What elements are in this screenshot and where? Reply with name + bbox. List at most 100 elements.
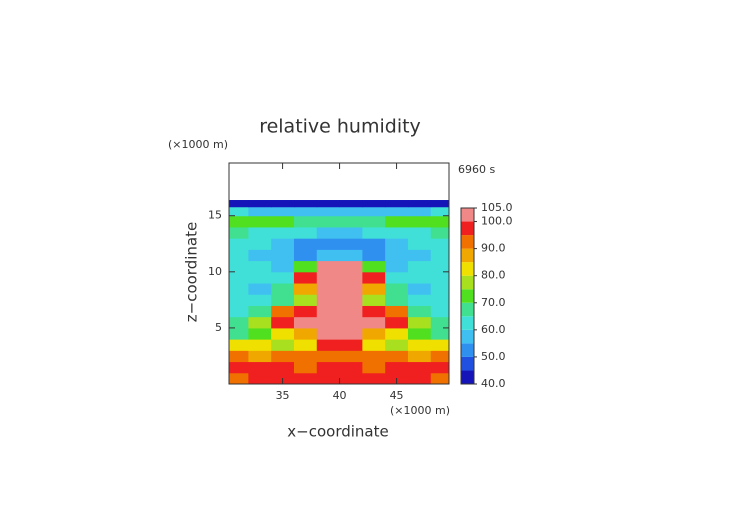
contour-cell <box>316 226 341 239</box>
contour-cell <box>407 200 432 208</box>
contour-cell <box>229 305 249 318</box>
contour-cell <box>362 294 386 306</box>
contour-cell <box>407 372 432 384</box>
x-tick-label: 45 <box>390 389 404 402</box>
contour-cell <box>430 350 449 363</box>
contour-cell <box>430 215 449 228</box>
contour-cell <box>430 249 449 262</box>
contour-cell <box>248 327 272 340</box>
contour-cell <box>248 361 272 374</box>
contour-cell <box>229 283 249 295</box>
contour-cell <box>229 316 249 329</box>
x-label: x−coordinate <box>287 423 388 441</box>
contour-cell <box>293 339 318 351</box>
contour-cell <box>339 316 363 329</box>
contour-cell <box>385 327 409 340</box>
contour-cell <box>293 361 318 374</box>
contour-cell <box>271 339 295 351</box>
contour-cell <box>407 260 432 273</box>
contour-cell <box>407 316 432 329</box>
contour-cell <box>293 206 318 217</box>
y-tick-label: 15 <box>208 209 222 222</box>
contour-cell <box>407 350 432 363</box>
contour-cell <box>271 283 295 295</box>
contour-cell <box>248 260 272 273</box>
contour-cell <box>430 305 449 318</box>
contour-cell <box>430 226 449 239</box>
colorbar-swatch <box>461 235 474 249</box>
contour-cell <box>385 283 409 295</box>
contour-cell <box>362 226 386 239</box>
contour-cell <box>362 372 386 384</box>
contour-cell <box>248 283 272 295</box>
contour-cell <box>339 294 363 306</box>
contour-cell <box>362 361 386 374</box>
contour-cell <box>339 206 363 217</box>
colorbar-swatch <box>461 208 474 222</box>
contour-cell <box>293 200 318 208</box>
contour-cell <box>339 260 363 273</box>
contour-cell <box>248 372 272 384</box>
contour-cell <box>385 350 409 363</box>
colorbar-tick-label: 50.0 <box>481 350 506 363</box>
contour-cell <box>362 305 386 318</box>
contour-cell <box>407 339 432 351</box>
contour-cell <box>293 327 318 340</box>
contour-cell <box>316 316 341 329</box>
contour-cell <box>271 294 295 306</box>
contour-cell <box>385 200 409 208</box>
contour-cell <box>385 361 409 374</box>
contour-cell <box>316 350 341 363</box>
contour-cell <box>229 271 249 284</box>
contour-cell <box>271 215 295 228</box>
contour-cell <box>248 215 272 228</box>
contour-cell <box>339 200 363 208</box>
contour-cell <box>362 206 386 217</box>
colorbar-swatch <box>461 329 474 344</box>
contour-cell <box>430 294 449 306</box>
contour-cell <box>271 260 295 273</box>
colorbar-swatch <box>461 262 474 276</box>
contour-cell <box>430 200 449 208</box>
contour-cell <box>385 305 409 318</box>
contour-cell <box>430 339 449 351</box>
x-tick-label: 40 <box>333 389 347 402</box>
contour-cell <box>271 206 295 217</box>
contour-cell <box>430 283 449 295</box>
contour-cell <box>229 361 249 374</box>
contour-cell <box>385 271 409 284</box>
contour-cell <box>316 339 341 351</box>
contour-cell <box>271 249 295 262</box>
contour-cell <box>385 206 409 217</box>
colorbar-tick-label: 70.0 <box>481 296 506 309</box>
x-tick-label: 35 <box>276 389 290 402</box>
contour-cell <box>339 238 363 250</box>
contour-cell <box>430 361 449 374</box>
contour-cell <box>316 294 341 306</box>
contour-cell <box>407 206 432 217</box>
contour-cell <box>407 226 432 239</box>
contour-cell <box>407 249 432 262</box>
contour-cell <box>293 372 318 384</box>
contour-cell <box>293 260 318 273</box>
contour-cell <box>271 200 295 208</box>
contour-cell <box>271 238 295 250</box>
contour-cell <box>362 283 386 295</box>
contour-cell <box>316 206 341 217</box>
contour-cell <box>339 283 363 295</box>
contour-cell <box>293 271 318 284</box>
contour-cell <box>271 350 295 363</box>
contour-cell <box>430 327 449 340</box>
contour-cell <box>339 271 363 284</box>
contour-cell <box>293 294 318 306</box>
colorbar-swatch <box>461 302 474 317</box>
contour-cell <box>385 294 409 306</box>
contour-cell <box>385 339 409 351</box>
contour-cell <box>316 271 341 284</box>
contour-cell <box>271 327 295 340</box>
contour-cell <box>248 238 272 250</box>
contour-cell <box>339 339 363 351</box>
contour-cell <box>248 339 272 351</box>
